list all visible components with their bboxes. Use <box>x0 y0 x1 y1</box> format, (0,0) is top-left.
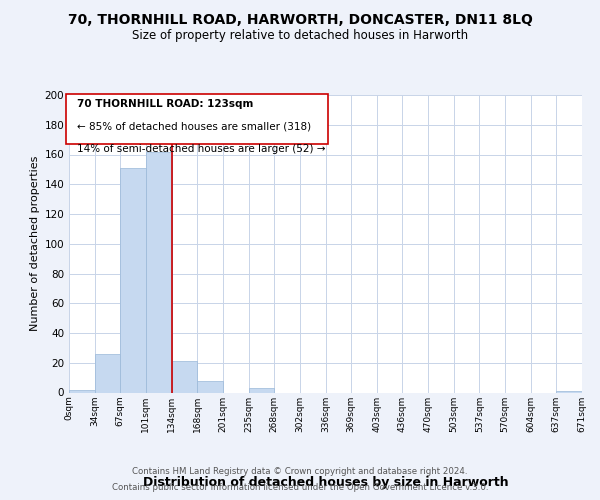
Text: 14% of semi-detached houses are larger (52) →: 14% of semi-detached houses are larger (… <box>77 144 325 154</box>
Bar <box>197 380 223 392</box>
Text: ← 85% of detached houses are smaller (318): ← 85% of detached houses are smaller (31… <box>77 122 311 132</box>
Bar <box>69 390 95 392</box>
Bar <box>556 391 582 392</box>
Text: Size of property relative to detached houses in Harworth: Size of property relative to detached ho… <box>132 29 468 42</box>
Bar <box>172 362 197 392</box>
Text: Contains HM Land Registry data © Crown copyright and database right 2024.: Contains HM Land Registry data © Crown c… <box>132 467 468 476</box>
Bar <box>120 168 146 392</box>
Text: 70 THORNHILL ROAD: 123sqm: 70 THORNHILL ROAD: 123sqm <box>77 100 253 110</box>
Bar <box>95 354 121 393</box>
FancyBboxPatch shape <box>67 94 328 144</box>
Y-axis label: Number of detached properties: Number of detached properties <box>30 156 40 332</box>
Text: Contains public sector information licensed under the Open Government Licence v.: Contains public sector information licen… <box>112 484 488 492</box>
Text: 70, THORNHILL ROAD, HARWORTH, DONCASTER, DN11 8LQ: 70, THORNHILL ROAD, HARWORTH, DONCASTER,… <box>68 12 532 26</box>
Bar <box>248 388 274 392</box>
Bar <box>146 152 172 392</box>
X-axis label: Distribution of detached houses by size in Harworth: Distribution of detached houses by size … <box>143 476 508 489</box>
